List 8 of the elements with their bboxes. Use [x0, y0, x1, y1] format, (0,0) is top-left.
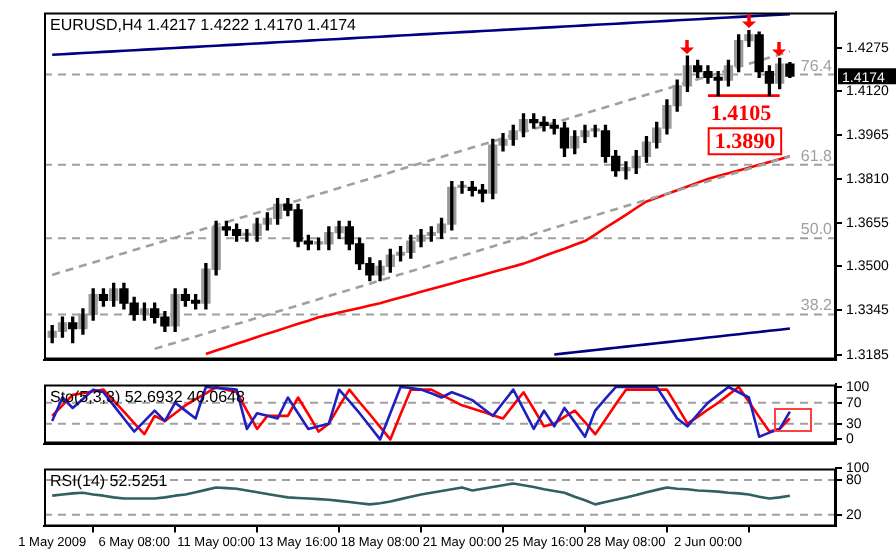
annotation: 1.4105: [710, 101, 773, 126]
chart-title: RSI(14) 52.5251: [50, 472, 169, 491]
annotation: 50.0: [800, 220, 834, 239]
annotation: 76.4: [800, 56, 834, 75]
annotation: 61.8: [800, 146, 834, 165]
chart-title: EURUSD,H4 1.4217 1.4222 1.4170 1.4174: [50, 16, 358, 35]
annotation: 38.2: [800, 296, 834, 315]
annotation: 1.3890: [714, 130, 777, 155]
